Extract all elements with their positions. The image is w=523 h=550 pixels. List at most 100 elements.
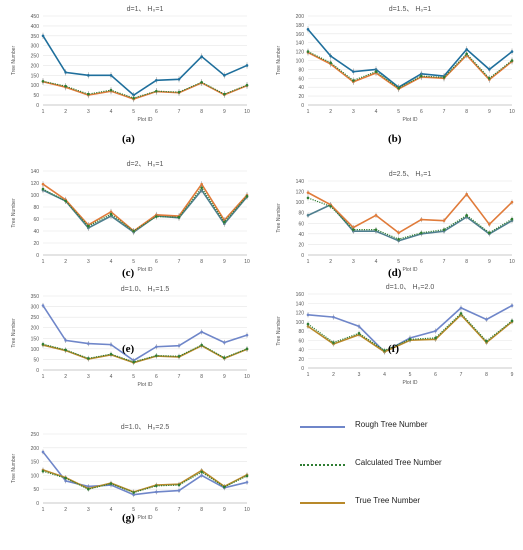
y-tick-label: 120 [31, 181, 40, 187]
data-point-calc [41, 187, 45, 191]
x-tick-label: 4 [375, 259, 378, 265]
y-axis-label: Tree Number [276, 203, 282, 233]
y-tick-label: 100 [296, 200, 305, 206]
x-tick-label: 4 [375, 109, 378, 115]
y-tick-label: 120 [296, 190, 305, 196]
y-tick-label: 80 [298, 67, 304, 73]
data-point-calc [357, 332, 361, 335]
y-tick-label: 40 [33, 229, 39, 235]
x-tick-label: 3 [87, 109, 90, 115]
x-tick-label: 4 [110, 374, 113, 380]
x-axis-label: Plot ID [137, 382, 152, 388]
y-tick-label: 0 [301, 103, 304, 109]
x-tick-label: 1 [42, 374, 45, 380]
y-tick-label: 40 [298, 85, 304, 91]
data-point-calc [64, 348, 67, 352]
x-tick-label: 2 [64, 507, 67, 513]
y-axis-label: Tree Number [276, 316, 282, 346]
series-line-true [307, 313, 513, 353]
chart-title: d=2.5、 H₀=1 [389, 171, 432, 178]
y-tick-label: 40 [298, 348, 304, 354]
y-tick-label: 100 [296, 320, 305, 326]
panel-label-a: (a) [122, 133, 135, 145]
x-tick-label: 8 [200, 109, 203, 115]
series-line-calc [307, 197, 513, 240]
x-tick-label: 2 [332, 372, 335, 378]
data-point-rough [459, 306, 463, 310]
data-point-rough [306, 313, 310, 317]
data-point-rough [177, 344, 181, 347]
data-point-calc [465, 214, 468, 217]
data-point-calc [200, 343, 203, 347]
data-point-calc [374, 228, 378, 231]
data-point-rough [87, 74, 90, 77]
data-point-rough [177, 489, 181, 492]
y-tick-label: 50 [33, 487, 39, 493]
y-tick-label: 350 [31, 294, 40, 300]
data-point-rough [200, 474, 203, 477]
y-tick-label: 0 [36, 103, 39, 109]
chart-panel-a: d=1、 H₀=1 0 50 100 150 200 250 300 350 400 450 1 2 3 4… [5, 2, 255, 127]
x-tick-label: 7 [443, 259, 446, 265]
data-point-rough [109, 343, 113, 346]
data-point-rough [488, 68, 491, 71]
x-tick-label: 10 [244, 374, 250, 380]
data-point-calc [488, 77, 491, 80]
data-point-rough [357, 325, 361, 328]
data-point-calc [383, 349, 386, 352]
x-tick-label: 8 [200, 259, 203, 265]
data-point-calc [245, 347, 249, 351]
x-tick-label: 3 [87, 259, 90, 265]
chart-title: d=1.0、 H₀=2.0 [386, 284, 435, 291]
data-point-calc [306, 322, 310, 326]
legend-label-calc: Calculated Tree Number [355, 458, 442, 467]
x-tick-label: 5 [397, 259, 400, 265]
x-tick-label: 7 [460, 372, 463, 378]
data-point-calc [155, 89, 158, 93]
chart-svg-d: d=2.5、 H₀=1 0 20 40 60 80 100 120 140 1 2 3 4 5 6 7 8 9 10… [276, 171, 515, 273]
x-tick-label: 5 [409, 372, 412, 378]
data-point-calc [329, 205, 332, 208]
series-line-true [42, 80, 248, 100]
x-tick-label: 8 [465, 109, 468, 115]
chart-svg-c: d=2、 H₀=1 0 20 40 60 80 100 120 140 1 2 3 4 5 6 7 8 9 10 Tr… [11, 161, 250, 273]
x-tick-label: 2 [64, 259, 67, 265]
y-tick-label: 0 [301, 253, 304, 259]
data-point-calc [408, 338, 412, 341]
x-tick-label: 5 [132, 109, 135, 115]
panel-label-c: (c) [122, 267, 135, 279]
data-point-calc [64, 476, 67, 480]
data-point-rough [87, 342, 90, 345]
x-tick-label: 5 [132, 374, 135, 380]
y-tick-label: 200 [296, 14, 305, 20]
data-point-calc [87, 224, 90, 228]
y-axis-label: Tree Number [276, 46, 282, 76]
y-tick-label: 20 [298, 94, 304, 100]
x-tick-label: 8 [200, 507, 203, 513]
x-tick-label: 8 [465, 259, 468, 265]
data-point-calc [245, 194, 249, 198]
x-tick-label: 4 [383, 372, 386, 378]
data-point-calc [87, 92, 90, 96]
data-point-rough [155, 490, 158, 494]
x-tick-label: 2 [329, 109, 332, 115]
data-point-calc [332, 341, 335, 344]
y-tick-label: 140 [296, 41, 305, 47]
data-point-true [465, 192, 468, 196]
y-axis-label: Tree Number [11, 454, 17, 484]
y-tick-label: 80 [33, 205, 39, 211]
series-line-rough [42, 305, 248, 362]
data-point-rough [223, 74, 226, 77]
x-tick-label: 7 [443, 109, 446, 115]
chart-panel-f: d=1.0、 H₀=2.0 0 20 40 60 80 100 120 140 160 1 2 3 4 5 6… [270, 280, 520, 390]
y-tick-label: 400 [31, 24, 40, 30]
x-axis-label: Plot ID [137, 515, 152, 521]
y-tick-label: 140 [296, 301, 305, 307]
x-tick-label: 2 [64, 109, 67, 115]
data-point-true [510, 200, 514, 204]
data-point-calc [245, 474, 249, 478]
x-tick-label: 9 [223, 109, 226, 115]
y-tick-label: 150 [31, 73, 40, 79]
series-line-calc [42, 80, 248, 99]
data-point-calc [87, 357, 90, 360]
